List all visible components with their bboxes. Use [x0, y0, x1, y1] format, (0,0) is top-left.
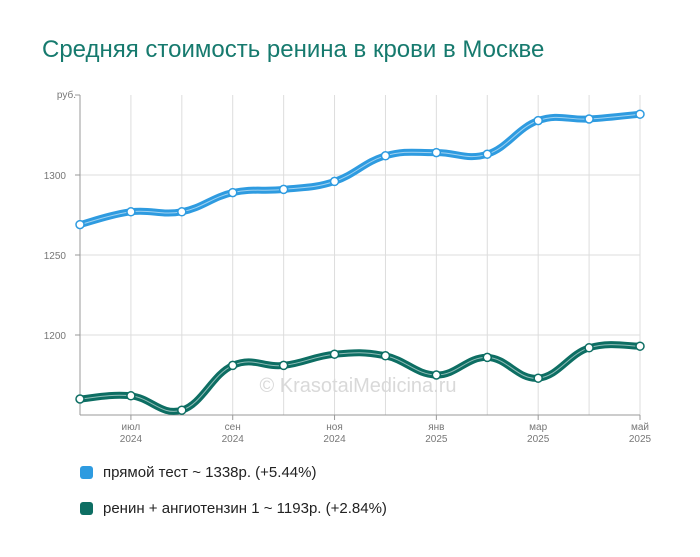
- y-unit-label: руб.: [57, 89, 76, 101]
- data-point-1-11: [635, 341, 645, 351]
- data-point-1-6: [380, 351, 391, 361]
- data-point-0-1: [126, 207, 136, 217]
- data-point-0-10: [584, 114, 594, 124]
- x-tick-label-year: 2025: [425, 434, 448, 445]
- x-tick-label-month: сен: [225, 422, 241, 433]
- series-line-0: [76, 110, 644, 229]
- data-point-0-11: [635, 109, 645, 119]
- y-tick-label: 1200: [44, 331, 67, 342]
- x-tick-label-year: 2024: [323, 434, 346, 445]
- chart-title: Средняя стоимость ренина в крови в Москв…: [42, 36, 545, 63]
- watermark-text: © KrasotaiMedicina.ru: [259, 375, 456, 397]
- y-tick-label: 1250: [44, 251, 67, 262]
- data-point-1-7: [431, 370, 442, 380]
- data-point-1-5: [329, 349, 340, 359]
- legend-label-direct-test: прямой тест ~ 1338р. (+5.44%): [103, 464, 317, 481]
- data-point-1-10: [584, 343, 594, 353]
- data-point-1-1: [126, 391, 136, 401]
- watermark: © KrasotaiMedicina.ru: [259, 375, 456, 397]
- data-point-0-8: [482, 149, 493, 159]
- x-tick-label-year: 2025: [629, 434, 652, 445]
- x-tick-label-month: янв: [428, 422, 444, 433]
- x-tick-label-month: июл: [122, 422, 141, 433]
- legend-swatch-direct-test: [80, 466, 93, 479]
- data-point-0-4: [278, 184, 289, 195]
- x-tick-label-month: мар: [529, 422, 547, 433]
- data-point-0-6: [380, 151, 391, 161]
- y-tick-label: 1300: [44, 171, 67, 182]
- data-points: [75, 109, 645, 415]
- x-tick-label-year: 2024: [120, 434, 143, 445]
- x-tick-label-year: 2024: [222, 434, 245, 445]
- data-point-1-3: [227, 360, 238, 371]
- x-tick-label-month: май: [631, 422, 649, 433]
- data-point-1-4: [278, 360, 289, 371]
- x-tick-label-month: ноя: [326, 422, 343, 433]
- data-point-1-2: [177, 405, 187, 415]
- legend-item-direct-test[interactable]: прямой тест ~ 1338р. (+5.44%): [80, 464, 316, 481]
- data-point-1-0: [75, 394, 85, 404]
- data-point-0-2: [177, 207, 187, 217]
- x-tick-label-year: 2025: [527, 434, 550, 445]
- legend-swatch-renin-angiotensin: [80, 502, 93, 515]
- tick-labels: 120012501300руб.июл2024сен2024ноя2024янв…: [44, 89, 652, 445]
- data-point-1-9: [533, 373, 543, 383]
- legend-label-renin-angiotensin: ренин + ангиотензин 1 ~ 1193р. (+2.84%): [103, 500, 387, 517]
- data-point-0-5: [329, 176, 340, 187]
- data-point-0-9: [533, 115, 543, 126]
- data-point-0-3: [227, 187, 238, 198]
- series-lines: [76, 110, 644, 415]
- data-point-0-0: [75, 219, 85, 230]
- data-point-1-8: [482, 352, 493, 363]
- data-point-0-7: [431, 147, 442, 158]
- legend-item-renin-angiotensin[interactable]: ренин + ангиотензин 1 ~ 1193р. (+2.84%): [80, 500, 387, 517]
- axes: [75, 94, 641, 420]
